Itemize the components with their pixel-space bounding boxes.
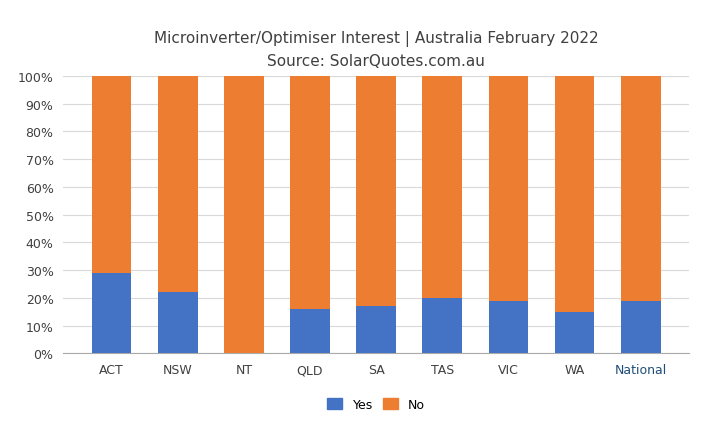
Bar bbox=[356, 307, 396, 354]
Bar bbox=[158, 77, 198, 293]
Bar bbox=[621, 77, 661, 301]
Bar bbox=[91, 77, 131, 273]
Bar bbox=[621, 301, 661, 354]
Bar bbox=[290, 77, 330, 309]
Bar bbox=[158, 293, 198, 354]
Bar bbox=[423, 298, 462, 354]
Bar bbox=[489, 77, 528, 301]
Bar bbox=[555, 77, 594, 312]
Bar bbox=[423, 77, 462, 298]
Title: Microinverter/Optimiser Interest | Australia February 2022
Source: SolarQuotes.c: Microinverter/Optimiser Interest | Austr… bbox=[154, 31, 598, 69]
Bar bbox=[224, 77, 264, 354]
Legend: Yes, No: Yes, No bbox=[323, 393, 430, 416]
Bar bbox=[489, 301, 528, 354]
Bar bbox=[555, 312, 594, 354]
Bar bbox=[356, 77, 396, 307]
Bar bbox=[91, 273, 131, 354]
Bar bbox=[290, 309, 330, 354]
